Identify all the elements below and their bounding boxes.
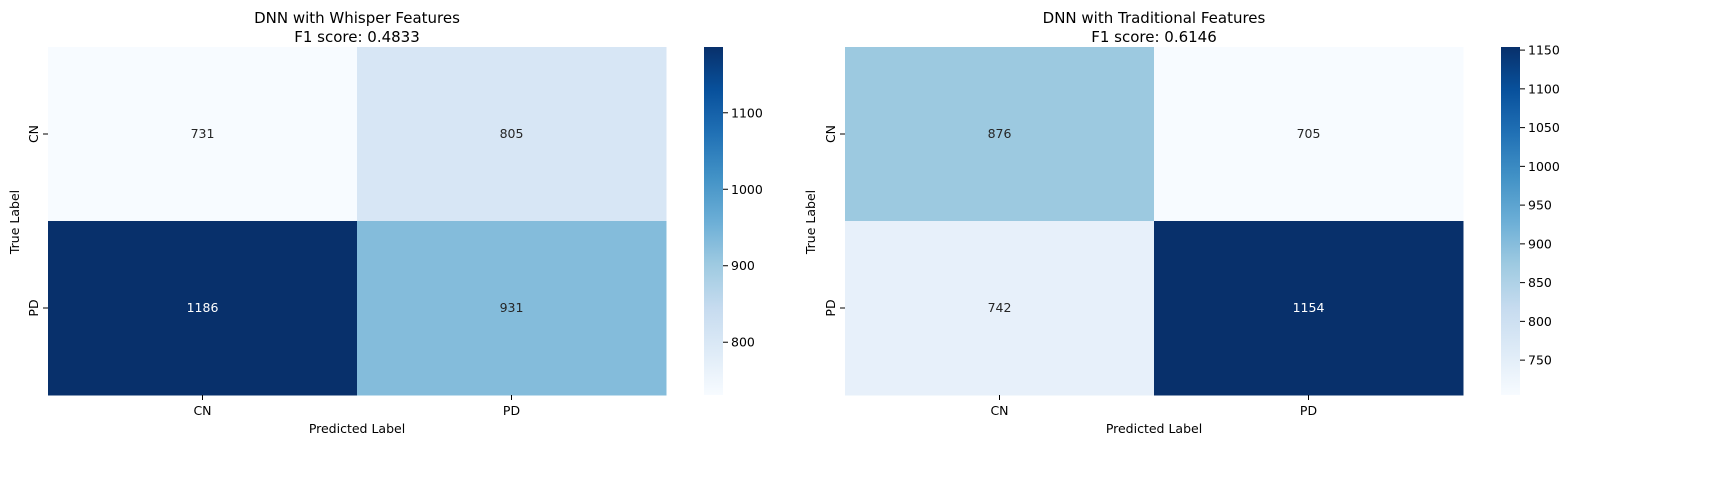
heatmap-cell [1154,221,1464,396]
colorbar-tick-label: 1100 [1528,81,1560,96]
chart-title: DNN with Whisper Features [254,9,460,27]
cell-value-label: 876 [988,126,1012,141]
y-axis-ticks: CN PD [26,125,48,317]
x-axis-ticks: CN PD [990,395,1317,418]
chart-subtitle: F1 score: 0.6146 [1091,28,1217,46]
cell-value-label: 731 [191,126,215,141]
heatmap-cell-labels: 876 705 742 1154 [988,126,1325,315]
heatmap-panel-traditional: DNN with Traditional Features F1 score: … [803,9,1560,436]
colorbar-tick-label: 800 [1528,314,1552,329]
colorbar-tick-label: 950 [1528,198,1552,213]
y-tick-label: PD [26,299,41,316]
cell-value-label: 805 [500,126,524,141]
x-tick-label: PD [1300,403,1317,418]
heatmap-cell [357,47,667,222]
chart-subtitle: F1 score: 0.4833 [294,28,420,46]
y-axis-label: True Label [803,190,818,255]
colorbar-tick-label: 1100 [731,105,763,120]
heatmap-cell [845,47,1155,222]
y-tick-label: CN [26,125,41,143]
x-tick-label: CN [193,403,211,418]
colorbar-tick-label: 850 [1528,275,1552,290]
x-axis-ticks: CN PD [193,395,520,418]
y-axis-ticks: CN PD [823,125,845,317]
y-axis-label: True Label [7,190,22,255]
x-axis-label: Predicted Label [309,421,405,436]
y-tick-label: CN [823,125,838,143]
chart-title: DNN with Traditional Features [1043,9,1266,27]
colorbar-tick-label: 900 [1528,236,1552,251]
x-tick-label: CN [990,403,1008,418]
colorbar-tick-label: 900 [731,258,755,273]
heatmap-cells [48,47,667,396]
heatmap-cell [48,221,358,396]
x-axis-label: Predicted Label [1106,421,1202,436]
heatmap-cell [357,221,667,396]
heatmap-cell [845,221,1155,396]
colorbar-tick-label: 1150 [1528,43,1560,58]
colorbar-tick-label: 1000 [1528,159,1560,174]
colorbar-tick-label: 750 [1528,353,1552,368]
colorbar-tick-label: 1050 [1528,120,1560,135]
cell-value-label: 705 [1297,126,1321,141]
heatmap-cells [845,47,1464,396]
heatmap-cell [1154,47,1464,222]
colorbar-tick-label: 800 [731,335,755,350]
x-tick-label: PD [503,403,520,418]
cell-value-label: 1186 [187,300,219,315]
colorbar-tick-label: 1000 [731,182,763,197]
colorbar: 750 800 850 900 950 1000 1050 1100 1150 [1501,43,1560,395]
cell-value-label: 931 [500,300,524,315]
heatmap-cell-labels: 731 805 1186 931 [187,126,524,315]
colorbar: 800 900 1000 1100 [704,47,763,395]
heatmap-panel-whisper: DNN with Whisper Features F1 score: 0.48… [7,9,763,436]
colorbar-gradient [1501,47,1520,395]
cell-value-label: 1154 [1293,300,1325,315]
heatmap-cell [48,47,358,222]
y-tick-label: PD [823,299,838,316]
cell-value-label: 742 [988,300,1012,315]
colorbar-gradient [704,47,723,395]
